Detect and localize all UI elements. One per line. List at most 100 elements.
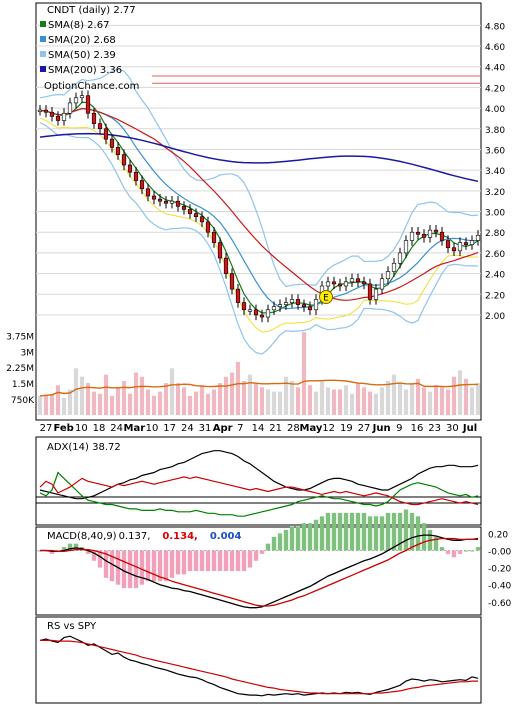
volume-y-tick-labels: 3.75M 3M 2.25M 1.5M 750K <box>6 332 35 406</box>
macd-histogram-bar <box>409 512 415 551</box>
x-tick-21: 16 <box>411 423 424 434</box>
candle-body <box>217 242 223 259</box>
volume-bar <box>139 376 145 415</box>
x-tick-14: 28 <box>287 423 300 434</box>
volume-bar <box>109 395 115 415</box>
macd-histogram-bar <box>139 550 145 585</box>
rs-series-0 <box>39 635 479 697</box>
macd-histogram-bar <box>463 550 469 552</box>
volume-bar <box>121 381 127 415</box>
candle-body <box>193 213 199 218</box>
candle-body <box>373 288 379 300</box>
volume-bar <box>319 381 325 415</box>
macd-histogram-bar <box>109 550 115 582</box>
earnings-event-label: E <box>323 294 329 304</box>
candle-body <box>451 247 457 252</box>
candle-body <box>367 283 373 300</box>
sma20-line <box>39 107 479 310</box>
macd-histogram-bar <box>349 512 355 551</box>
candle-body <box>343 281 349 287</box>
candle-body <box>109 138 115 148</box>
sma50-line <box>39 107 479 301</box>
volume-bars <box>37 332 481 415</box>
macd-histogram-bar <box>439 547 445 551</box>
macd-histogram-bar <box>343 512 349 551</box>
volume-bar <box>313 391 319 415</box>
volume-y-tick-3: 1.5M <box>12 380 34 390</box>
macd-histogram-bar <box>151 550 157 582</box>
volume-bar <box>361 387 367 415</box>
candle-body <box>229 273 235 290</box>
price-y-tick-9: 3.00 <box>485 209 505 219</box>
candle-body <box>223 257 229 274</box>
macd-histogram-bar <box>325 512 331 551</box>
volume-bar <box>337 389 343 415</box>
volume-bar <box>397 383 403 415</box>
x-tick-7: 17 <box>163 423 176 434</box>
candle-body <box>295 299 301 305</box>
price-panel: 4.80 4.60 4.40 4.20 4.00 3.80 3.60 3.40 3.20 3.00… <box>6 2 505 434</box>
candle-body <box>397 252 403 264</box>
macd-histogram-bar <box>85 550 91 554</box>
volume-bar <box>421 387 427 415</box>
volume-bar <box>379 387 385 415</box>
candle-body <box>145 188 151 197</box>
volume-bar <box>415 378 421 415</box>
candle-body <box>433 229 439 233</box>
volume-bar <box>211 389 217 415</box>
candle-body <box>139 180 145 190</box>
price-y-tick-13: 2.20 <box>485 291 505 301</box>
macd-signal-value: 0.134, <box>162 531 197 542</box>
candle-body <box>265 309 271 318</box>
rs-title: RS vs SPY <box>47 621 97 632</box>
macd-histogram-bar <box>379 516 385 551</box>
volume-bar <box>307 385 313 415</box>
x-tick-0: 27 <box>40 423 53 434</box>
macd-histogram-bar <box>91 550 97 561</box>
volume-bar <box>235 361 241 415</box>
macd-histogram-bar <box>67 543 73 551</box>
volume-bar <box>217 383 223 415</box>
candle-body <box>259 314 265 318</box>
price-y-tick-6: 3.60 <box>485 146 505 156</box>
macd-histogram-bar <box>223 550 229 571</box>
candle-body <box>277 304 283 307</box>
macd-histogram-bar <box>283 530 289 551</box>
macd-histogram-bar <box>361 512 367 551</box>
candle-body <box>55 116 61 121</box>
macd-histogram-bar <box>319 516 325 551</box>
candle-body <box>421 233 427 238</box>
macd-histogram-bar <box>295 526 301 551</box>
volume-bar <box>343 385 349 415</box>
macd-title-text: MACD(8,40,9) <box>47 531 117 542</box>
macd-histogram-bar <box>313 519 319 551</box>
macd-histogram-bar <box>247 550 253 568</box>
macd-histogram-bar <box>337 512 343 551</box>
resistance-lines <box>152 75 481 84</box>
x-tick-16: 12 <box>322 423 335 434</box>
legend-swatch-sma200 <box>40 66 46 72</box>
macd-histogram-bar <box>187 550 193 571</box>
candle-body <box>67 102 73 114</box>
rs-panel-frame <box>35 616 482 704</box>
candle-body <box>175 200 181 207</box>
x-tick-18: 27 <box>358 423 371 434</box>
sma200-line <box>39 132 479 183</box>
macd-histogram-bar <box>211 550 217 571</box>
legend-label-sma200: SMA(200) 3.36 <box>48 65 122 76</box>
volume-bar <box>187 395 193 415</box>
candle-body <box>43 109 49 113</box>
candle-body <box>241 302 247 311</box>
volume-y-tick-4: 750K <box>11 396 35 406</box>
volume-bar <box>223 376 229 415</box>
candle-body <box>337 283 343 287</box>
candle-body <box>457 242 463 252</box>
volume-bar <box>457 370 463 415</box>
sma-lines <box>39 101 479 314</box>
price-y-tick-8: 3.20 <box>485 188 505 198</box>
volume-bar <box>445 389 451 415</box>
macd-panel: 0.20-0.00-0.20-0.40-0.60 MACD(8,40,9) 0.1… <box>35 509 512 616</box>
volume-bar <box>157 391 163 415</box>
macd-histogram-bar <box>301 523 307 551</box>
